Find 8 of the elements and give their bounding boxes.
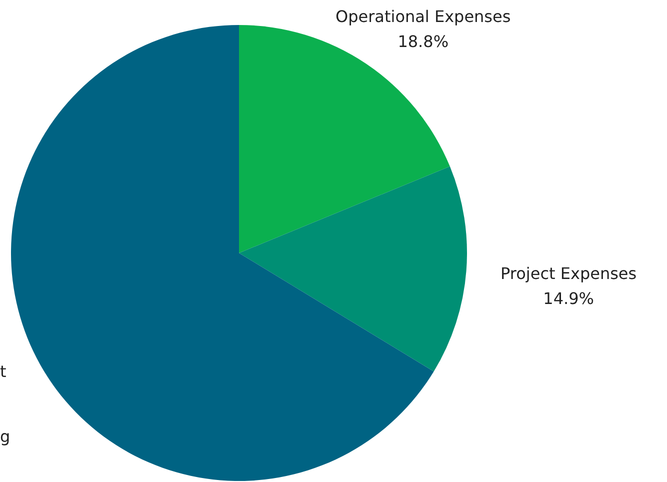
slice-label: Operational Expenses — [336, 7, 511, 26]
pie-slice — [239, 25, 450, 253]
text: t — [0, 362, 6, 381]
slice-label: Project Expenses — [500, 264, 637, 283]
pie-slice — [239, 166, 467, 372]
data-label: 14.9% — [543, 288, 594, 308]
data-label: 18.8% — [398, 32, 449, 51]
text: g — [0, 427, 10, 446]
